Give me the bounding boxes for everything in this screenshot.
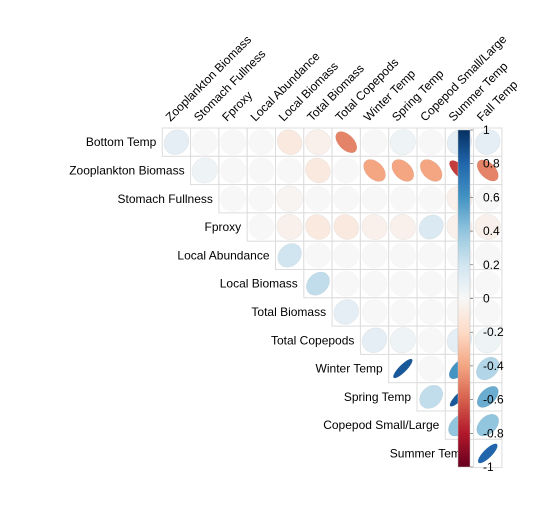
correlation-ellipse — [361, 185, 388, 212]
correlation-ellipse — [220, 157, 247, 184]
correlation-ellipse — [418, 185, 445, 212]
correlation-ellipse — [393, 358, 413, 379]
correlation-ellipse — [220, 129, 247, 156]
row-label: Local Abundance — [177, 248, 269, 262]
row-label: Fproxy — [205, 220, 242, 234]
row-label: Copepod Small/Large — [323, 418, 439, 432]
correlation-ellipse — [333, 214, 359, 240]
correlation-ellipse — [389, 129, 416, 156]
correlation-ellipse — [418, 242, 445, 269]
correlation-ellipse — [191, 157, 218, 184]
correlation-ellipse — [305, 157, 331, 184]
correlation-ellipse — [304, 185, 331, 212]
row-label: Total Copepods — [271, 333, 354, 347]
colorbar-tick-label: 0.2 — [483, 258, 500, 272]
row-label: Zooplankton Biomass — [69, 163, 184, 177]
correlation-ellipse — [276, 214, 303, 241]
colorbar-ticks: 1 0.8 0.6 0.4 0.2 0 -0.2 -0.4 -0.6 -0.8 -1 — [470, 123, 504, 474]
correlation-ellipse — [418, 355, 445, 382]
correlation-ellipse — [248, 214, 275, 241]
correlation-ellipse — [389, 270, 416, 297]
row-label: Bottom Temp — [86, 135, 157, 149]
correlation-ellipse — [419, 384, 444, 409]
correlation-ellipse — [418, 214, 444, 240]
colorbar-tick-label: 0 — [483, 292, 490, 306]
colorbar-tick-label: -0.2 — [483, 325, 504, 339]
row-label: Spring Temp — [344, 390, 411, 404]
colorbar-gradient — [457, 129, 471, 468]
correlation-ellipse — [191, 129, 218, 156]
ellipse-layer — [163, 129, 501, 464]
correlation-ellipse — [333, 185, 360, 212]
correlation-ellipse — [277, 243, 302, 268]
colorbar: 1 0.8 0.6 0.4 0.2 0 -0.2 -0.4 -0.6 -0.8 -1 — [457, 123, 504, 474]
correlation-ellipse — [305, 214, 331, 240]
correlation-ellipse — [333, 270, 360, 297]
row-label: Local Biomass — [220, 277, 298, 291]
correlation-ellipse — [361, 270, 388, 297]
correlation-ellipse — [361, 298, 388, 325]
colorbar-tick-label: -0.8 — [483, 426, 504, 440]
colorbar-tick-label: -0.6 — [483, 393, 504, 407]
correlation-ellipse — [248, 129, 275, 156]
correlation-ellipse — [476, 159, 499, 182]
row-label: Summer Temp — [390, 446, 468, 460]
correlation-ellipse — [475, 129, 501, 155]
correlation-ellipse — [333, 157, 360, 184]
row-labels: Bottom Temp Zooplankton Biomass Stomach Fu… — [69, 135, 468, 460]
correlation-ellipse — [476, 413, 500, 437]
colorbar-tick-label: -1 — [483, 460, 494, 474]
correlation-ellipse — [476, 356, 500, 381]
correlation-ellipse — [389, 327, 416, 354]
correlation-ellipse — [363, 159, 386, 182]
correlation-ellipse — [391, 159, 415, 182]
correlation-ellipse — [276, 185, 303, 212]
row-label: Total Biomass — [251, 305, 326, 319]
correlation-ellipse — [474, 214, 501, 241]
correlation-ellipse — [335, 131, 358, 154]
correlation-ellipse — [333, 242, 360, 269]
correlation-ellipse — [220, 185, 247, 212]
correlation-ellipse — [418, 270, 445, 297]
correlation-ellipse — [163, 129, 190, 155]
correlation-ellipse — [389, 298, 416, 325]
correlation-ellipse — [389, 185, 416, 212]
row-label: Stomach Fullness — [118, 192, 213, 206]
correlation-ellipse — [389, 242, 416, 269]
correlation-ellipse — [389, 214, 416, 241]
correlation-ellipse — [474, 327, 501, 354]
row-label: Winter Temp — [316, 362, 383, 376]
colorbar-tick-label: 1 — [483, 123, 490, 137]
correlation-ellipse — [474, 298, 501, 325]
correlation-ellipse — [248, 157, 275, 184]
correlation-ellipse — [333, 299, 359, 325]
correlation-ellipse — [419, 159, 443, 182]
correlation-ellipse — [476, 385, 499, 408]
correlation-ellipse — [361, 242, 388, 269]
correlation-ellipse — [361, 327, 388, 353]
colorbar-tick-label: -0.4 — [483, 359, 504, 373]
correlation-ellipse — [304, 129, 331, 156]
colorbar-tick-label: 0.6 — [483, 190, 500, 204]
correlation-ellipse — [418, 327, 445, 354]
colorbar-tick-label: 0.4 — [483, 224, 500, 238]
correlation-ellipse — [276, 157, 303, 184]
correlation-ellipse — [418, 129, 445, 156]
correlation-ellipse — [418, 298, 445, 325]
correlation-ellipse — [306, 271, 330, 296]
correlation-ellipse — [304, 242, 331, 269]
correlation-ellipse — [474, 185, 501, 212]
correlation-ellipse — [248, 185, 275, 212]
correlation-ellipse — [276, 129, 303, 155]
colorbar-tick-label: 0.8 — [483, 157, 500, 171]
correlation-ellipse — [474, 242, 501, 269]
correlation-ellipse — [477, 443, 498, 464]
correlation-ellipse — [361, 129, 388, 156]
correlation-ellipse — [474, 270, 501, 297]
correlation-ellipse — [361, 214, 388, 241]
